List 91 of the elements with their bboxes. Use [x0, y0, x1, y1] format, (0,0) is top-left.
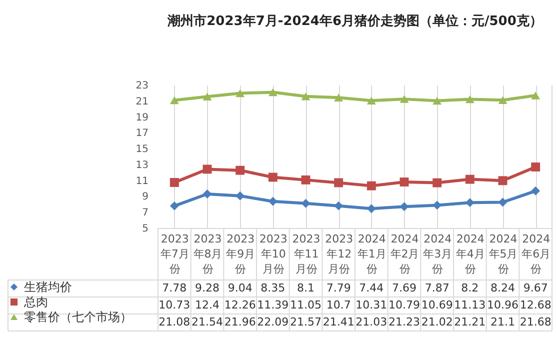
y-tick-label: 19	[136, 112, 148, 124]
data-label: 11.39	[257, 298, 289, 312]
data-label: 10.79	[388, 298, 420, 312]
data-label: 11.13	[454, 298, 486, 312]
data-label: 8.2	[461, 282, 479, 294]
data-label: 10.73	[158, 298, 190, 312]
y-tick-label: 21	[136, 96, 148, 108]
x-tick-label: 2024年6月份	[522, 232, 551, 276]
chart-title: 潮州市2023年7月-2024年6月猪价走势图（单位：元/500克）	[166, 13, 542, 29]
point	[366, 181, 376, 190]
y-tick-label: 11	[136, 176, 148, 187]
point	[432, 178, 442, 188]
data-label: 11.05	[290, 298, 322, 312]
data-label: 10.7	[326, 298, 351, 312]
data-label: 21.57	[290, 316, 322, 328]
point	[170, 201, 179, 210]
data-label: 8.1	[297, 282, 314, 294]
point	[202, 164, 212, 174]
y-tick-label: 23	[136, 80, 148, 92]
data-label: 21.54	[192, 316, 223, 328]
legend-label: 生猪均价	[24, 280, 72, 294]
data-label: 10.96	[487, 298, 518, 312]
point	[236, 166, 245, 175]
point	[268, 196, 278, 206]
data-label: 9.04	[228, 282, 252, 294]
data-label: 7.78	[162, 282, 187, 294]
legend-label: 零售价（七个市场）	[24, 310, 132, 324]
point	[202, 190, 212, 198]
data-label: 9.67	[523, 282, 548, 294]
point	[400, 178, 409, 186]
x-tick-label: 2023年12月份	[325, 232, 354, 276]
data-label: 21.41	[322, 316, 354, 328]
point	[400, 95, 409, 103]
data-label: 21.68	[520, 316, 552, 328]
point	[202, 92, 212, 100]
point	[531, 186, 540, 196]
point	[268, 88, 278, 96]
x-tick-label: 2023年9月份	[226, 232, 256, 276]
point	[432, 96, 442, 105]
y-tick-label: 17	[136, 128, 148, 140]
x-tick-label: 2024年4月份	[456, 232, 485, 276]
point	[268, 172, 278, 182]
point	[334, 178, 344, 188]
y-tick-label: 5	[142, 224, 148, 234]
x-tick-label: 2024年2月份	[390, 232, 420, 276]
data-label: 21.1	[490, 316, 515, 328]
point	[366, 96, 376, 105]
y-tick-label: 13	[136, 160, 148, 171]
data-label: 21.21	[454, 316, 486, 328]
data-label: 10.31	[356, 298, 388, 312]
legend-label: 总肉	[23, 295, 48, 309]
point	[531, 162, 540, 172]
point	[465, 95, 474, 104]
data-label: 7.69	[392, 282, 416, 294]
data-label: 12.68	[520, 298, 552, 312]
point	[334, 94, 344, 102]
point	[465, 174, 474, 184]
point	[170, 96, 179, 104]
data-label: 21.23	[388, 316, 420, 328]
data-label: 21.03	[356, 316, 388, 328]
data-label: 7.79	[326, 282, 351, 294]
data-label: 7.87	[424, 282, 450, 294]
data-label: 9.28	[195, 282, 220, 294]
y-tick-label: 15	[136, 144, 148, 156]
x-tick-label: 2024年5月份	[488, 232, 518, 276]
point	[498, 176, 508, 186]
y-tick-label: 9	[142, 192, 148, 203]
data-label: 8.35	[260, 282, 286, 294]
data-label: 21.96	[224, 316, 256, 328]
data-label: 8.24	[490, 282, 515, 294]
point	[498, 96, 508, 104]
data-label: 12.26	[224, 298, 256, 312]
x-tick-label: 2023年7月份	[160, 232, 190, 276]
y-tick-label: 7	[142, 208, 148, 219]
data-label: 10.69	[421, 298, 453, 312]
point	[170, 178, 179, 187]
point	[236, 89, 245, 98]
x-tick-label: 2023年10月份	[259, 232, 288, 276]
data-label: 12.4	[195, 298, 220, 312]
data-label: 21.02	[421, 316, 453, 328]
x-tick-label: 2023年8月份	[193, 232, 222, 276]
data-label: 22.09	[257, 316, 289, 328]
data-label: 7.44	[359, 282, 384, 294]
point	[301, 92, 310, 100]
data-label: 21.08	[158, 316, 190, 328]
point	[531, 92, 540, 100]
point	[301, 175, 310, 184]
x-tick-label: 2023年11月份	[292, 232, 320, 276]
x-tick-label: 2024年3月份	[423, 232, 452, 276]
point	[236, 191, 245, 200]
x-tick-label: 2024年1月份	[357, 232, 386, 276]
